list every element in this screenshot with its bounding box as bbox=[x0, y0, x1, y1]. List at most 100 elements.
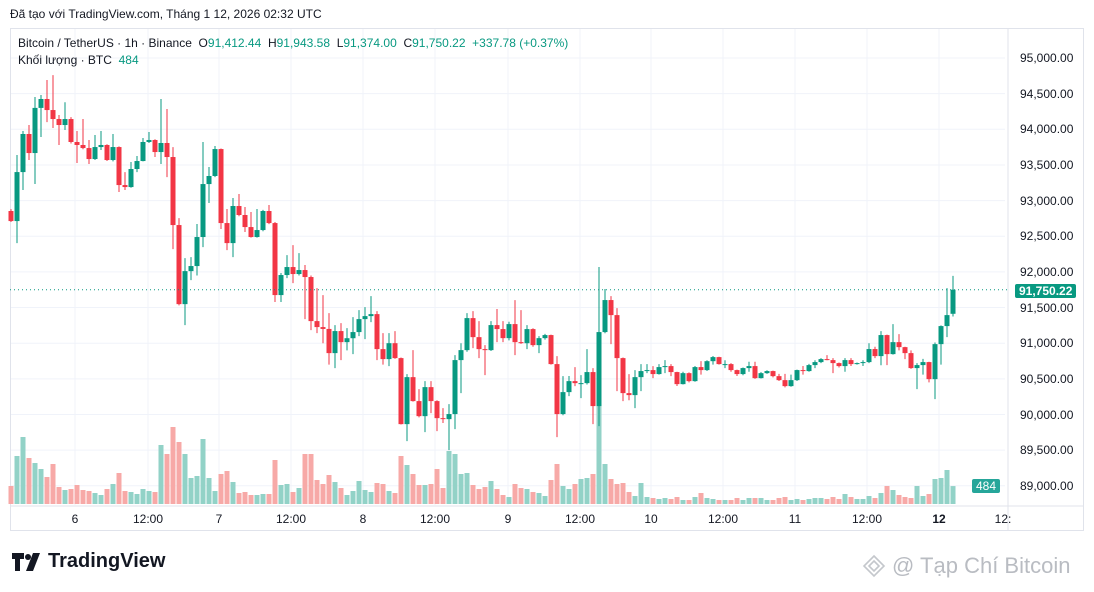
candle-body bbox=[140, 141, 146, 162]
volume-bar bbox=[608, 479, 614, 504]
volume-bar bbox=[920, 496, 926, 504]
watermark: @ Tạp Chí Bitcoin bbox=[862, 553, 1070, 579]
volume-bar bbox=[830, 497, 836, 504]
volume-bar bbox=[188, 478, 194, 504]
symbol-name[interactable]: Bitcoin / TetherUS · 1h · Binance bbox=[18, 36, 192, 50]
candle-body bbox=[374, 314, 380, 350]
high-value: 91,943.58 bbox=[276, 36, 331, 50]
candle-body bbox=[764, 371, 770, 374]
candle-body bbox=[596, 332, 602, 407]
candle-body bbox=[152, 139, 158, 153]
candle-body bbox=[398, 358, 404, 425]
chart-frame bbox=[10, 28, 1084, 531]
price-tick-label: 89,000.00 bbox=[1020, 478, 1074, 493]
volume-bar bbox=[176, 442, 182, 504]
candles bbox=[8, 75, 956, 451]
candle-body bbox=[314, 321, 320, 328]
volume-bar bbox=[818, 498, 824, 504]
candle-body bbox=[776, 376, 782, 381]
candle-body bbox=[224, 223, 230, 244]
volume-bar bbox=[752, 498, 758, 504]
volume-bar bbox=[692, 497, 698, 504]
candle-body bbox=[830, 360, 836, 364]
volume-bar bbox=[416, 485, 422, 504]
volume-bar bbox=[362, 490, 368, 504]
volume-bars bbox=[8, 400, 956, 504]
candle-body bbox=[884, 335, 890, 355]
tradingview-logo[interactable]: TradingView bbox=[12, 550, 165, 573]
volume-bar bbox=[872, 498, 878, 504]
candle-body bbox=[422, 387, 428, 417]
volume-bar bbox=[530, 492, 536, 504]
candle-body bbox=[500, 329, 506, 339]
volume-bar bbox=[374, 483, 380, 504]
candle-body bbox=[404, 377, 410, 425]
last-price-tag: 91,750.22 bbox=[1015, 284, 1077, 298]
volume-bar bbox=[728, 500, 734, 504]
candle-body bbox=[704, 361, 710, 371]
candle-body bbox=[944, 315, 950, 327]
volume-bar bbox=[680, 500, 686, 504]
volume-bar bbox=[602, 464, 608, 504]
candle-body bbox=[26, 134, 32, 154]
candle-body bbox=[662, 366, 668, 368]
candle-body bbox=[668, 366, 674, 373]
volume-bar bbox=[896, 495, 902, 504]
chart-caption: Đã tạo với TradingView.com, Tháng 1 12, … bbox=[10, 7, 322, 21]
volume-bar bbox=[944, 470, 950, 504]
volume-bar bbox=[746, 498, 752, 504]
candle-body bbox=[134, 161, 140, 170]
volume-bar bbox=[452, 454, 458, 504]
volume-bar bbox=[428, 484, 434, 504]
volume-bar bbox=[272, 460, 278, 504]
candle-body bbox=[920, 362, 926, 366]
candle-body bbox=[506, 324, 512, 339]
volume-bar bbox=[488, 481, 494, 504]
candle-body bbox=[158, 142, 164, 153]
price-tick-label: 89,500.00 bbox=[1020, 443, 1074, 458]
time-tick-label: 10 bbox=[644, 512, 658, 526]
volume-bar bbox=[548, 480, 554, 504]
price-tick-label: 91,000.00 bbox=[1020, 336, 1074, 351]
volume-bar bbox=[98, 495, 104, 504]
price-tick-label: 95,000.00 bbox=[1020, 51, 1074, 65]
volume-bar bbox=[506, 497, 512, 504]
volume-bar bbox=[242, 492, 248, 504]
candle-body bbox=[788, 380, 794, 387]
volume-bar bbox=[722, 500, 728, 504]
candle-body bbox=[254, 230, 260, 238]
candle-body bbox=[908, 353, 914, 369]
candle-body bbox=[194, 237, 200, 267]
candle-body bbox=[242, 215, 248, 228]
volume-value: 484 bbox=[118, 53, 139, 67]
volume-bar bbox=[356, 481, 362, 504]
volume-bar bbox=[932, 479, 938, 504]
volume-label[interactable]: Khối lượng · BTC bbox=[18, 53, 112, 67]
candle-body bbox=[518, 342, 524, 344]
candle-body bbox=[476, 337, 482, 350]
volume-bar bbox=[740, 500, 746, 504]
volume-bar bbox=[404, 465, 410, 504]
time-tick-label: 11 bbox=[788, 512, 802, 526]
volume-bar bbox=[578, 479, 584, 504]
volume-bar bbox=[440, 488, 446, 504]
candle-body bbox=[698, 367, 704, 371]
candle-body bbox=[116, 147, 122, 186]
candle-body bbox=[488, 325, 494, 351]
candle-body bbox=[896, 342, 902, 348]
volume-bar bbox=[86, 491, 92, 504]
candle-body bbox=[98, 144, 104, 148]
time-tick-label: 12:00 bbox=[707, 512, 739, 526]
candle-body bbox=[626, 393, 632, 396]
volume-bar bbox=[128, 492, 134, 504]
volume-bar bbox=[140, 489, 146, 504]
volume-bar bbox=[248, 495, 254, 504]
candle-body bbox=[446, 414, 452, 420]
volume-bar bbox=[554, 464, 560, 504]
candle-body bbox=[362, 316, 368, 320]
candle-body bbox=[464, 318, 470, 351]
candle-body bbox=[392, 343, 398, 359]
legend-symbol-row: Bitcoin / TetherUS · 1h · Binance O91,41… bbox=[18, 35, 568, 52]
volume-bar bbox=[572, 484, 578, 504]
